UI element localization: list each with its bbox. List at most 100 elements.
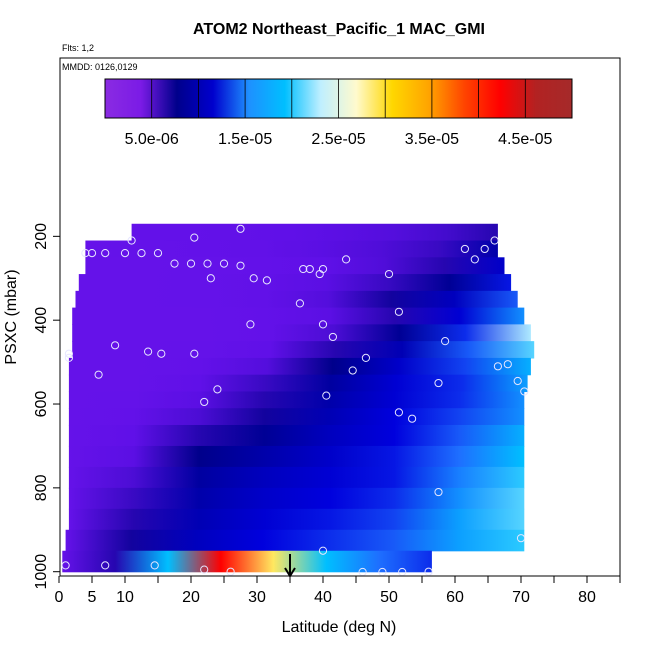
heatmap-band bbox=[62, 550, 432, 573]
sample-point bbox=[186, 259, 196, 268]
heatmap-band bbox=[68, 487, 525, 510]
sample-point bbox=[480, 244, 489, 254]
sample-point bbox=[157, 349, 166, 358]
heatmap-band bbox=[75, 290, 518, 309]
sample-point bbox=[144, 347, 153, 356]
sample-point bbox=[206, 274, 215, 283]
sample-point bbox=[305, 264, 314, 274]
sample-point bbox=[318, 546, 328, 555]
y-tick-label: 600 bbox=[33, 391, 50, 418]
heatmap-band bbox=[65, 529, 525, 552]
sample-point bbox=[150, 561, 159, 570]
sample-point bbox=[190, 233, 199, 242]
sample-point bbox=[262, 276, 271, 285]
sample-point bbox=[503, 360, 512, 369]
colorbar-tick-label: 4.5e-05 bbox=[498, 131, 552, 148]
heatmap-band bbox=[85, 240, 498, 258]
colorbar-tick-label: 3.5e-05 bbox=[405, 131, 459, 148]
sample-point bbox=[87, 249, 97, 258]
y-tick-label: 400 bbox=[33, 307, 50, 334]
heatmap-band bbox=[68, 408, 525, 426]
sample-point bbox=[361, 353, 370, 363]
heatmap-band bbox=[68, 357, 531, 376]
sample-point bbox=[101, 561, 110, 570]
sample-point bbox=[342, 255, 351, 264]
heatmap-band bbox=[72, 307, 525, 325]
sample-point bbox=[516, 534, 526, 543]
heatmap-layer bbox=[62, 223, 535, 573]
sample-point bbox=[127, 236, 136, 245]
sample-point bbox=[520, 387, 529, 396]
x-tick-label: 80 bbox=[578, 589, 596, 606]
y-axis-label: PSXC (mbar) bbox=[3, 269, 20, 364]
chart-title: ATOM2 Northeast_Pacific_1 MAC_GMI bbox=[193, 21, 485, 38]
sample-point bbox=[64, 349, 74, 358]
sample-point bbox=[236, 261, 245, 270]
sample-point bbox=[200, 565, 209, 574]
sample-point bbox=[101, 249, 110, 258]
sample-point bbox=[249, 274, 258, 283]
heatmap-band bbox=[68, 374, 528, 393]
sample-point bbox=[81, 249, 90, 258]
sample-point bbox=[441, 337, 450, 346]
heatmap-band bbox=[68, 424, 525, 447]
sample-point bbox=[408, 414, 417, 423]
y-tick-label: 200 bbox=[33, 223, 50, 250]
sample-point bbox=[219, 259, 229, 268]
sample-points-layer bbox=[61, 224, 529, 577]
x-tick-label: 30 bbox=[248, 589, 266, 606]
colorbar-tick-label: 2.5e-05 bbox=[311, 131, 365, 148]
flights-annotation: Flts: 1,2 bbox=[62, 43, 94, 53]
x-tick-label: 70 bbox=[512, 589, 530, 606]
heatmap-band bbox=[68, 391, 525, 409]
sample-point bbox=[328, 332, 337, 342]
sample-point bbox=[137, 249, 146, 258]
sample-point bbox=[94, 370, 103, 379]
x-tick-label: 10 bbox=[116, 589, 134, 606]
sample-point bbox=[460, 244, 469, 254]
heatmap-band bbox=[68, 508, 525, 531]
sample-point bbox=[348, 366, 357, 375]
sample-point bbox=[295, 299, 304, 308]
x-tick-label: 50 bbox=[380, 589, 398, 606]
sample-point bbox=[299, 264, 308, 274]
x-axis: 0 5 10 20 30 40 50 60 70 80 bbox=[55, 576, 621, 606]
sample-point bbox=[120, 249, 130, 258]
sample-point bbox=[61, 561, 70, 570]
sample-point bbox=[213, 385, 222, 394]
heatmap-band bbox=[131, 223, 498, 242]
sample-point bbox=[153, 249, 163, 258]
heatmap-band bbox=[68, 466, 525, 489]
x-axis-label: Latitude (deg N) bbox=[282, 619, 397, 636]
sample-point bbox=[190, 349, 199, 358]
sample-point bbox=[203, 259, 212, 268]
heatmap-band bbox=[72, 324, 531, 342]
sample-point bbox=[322, 391, 331, 400]
sample-point bbox=[318, 320, 328, 329]
sample-point bbox=[493, 362, 502, 371]
sample-point bbox=[236, 224, 245, 233]
dates-annotation: MMDD: 0126,0129 bbox=[62, 62, 138, 72]
sample-point bbox=[170, 259, 179, 268]
x-tick-label: 20 bbox=[182, 589, 200, 606]
x-tick-label: 40 bbox=[314, 589, 332, 606]
heatmap-band bbox=[72, 341, 535, 359]
x-tick-label: 60 bbox=[446, 589, 464, 606]
sample-point bbox=[513, 376, 522, 386]
y-tick-label: 1000 bbox=[33, 554, 50, 590]
heatmap-band bbox=[78, 274, 512, 292]
x-tick-label: 5 bbox=[88, 589, 97, 606]
y-axis: 200 400 600 800 1000 bbox=[33, 223, 61, 590]
sample-point bbox=[434, 378, 443, 388]
sample-point bbox=[246, 320, 255, 329]
sample-point bbox=[64, 353, 74, 363]
heatmap-band bbox=[85, 257, 505, 275]
colorbar-tick-label: 5.0e-06 bbox=[125, 131, 179, 148]
sample-point bbox=[394, 408, 403, 417]
sample-point bbox=[200, 397, 209, 407]
sample-point bbox=[424, 567, 433, 576]
sample-point bbox=[490, 236, 499, 245]
colorbar-tick-label: 1.5e-05 bbox=[218, 131, 272, 148]
colorbar: 5.0e-06 1.5e-05 2.5e-05 3.5e-05 4.5e-05 bbox=[104, 78, 573, 148]
